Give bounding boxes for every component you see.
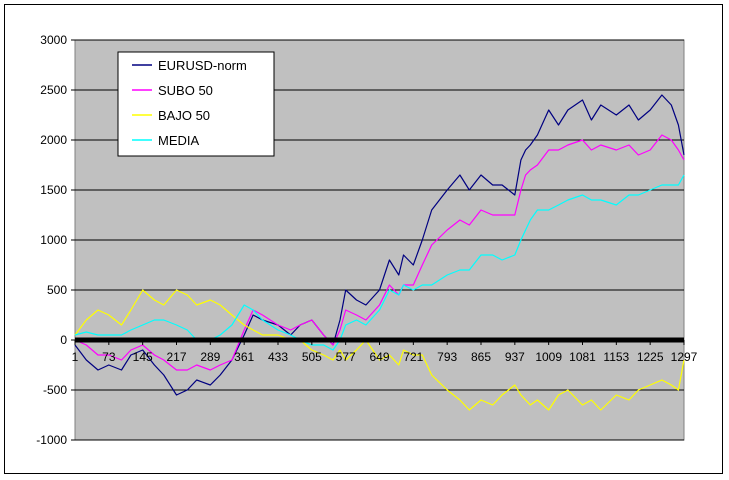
y-tick-label: 2000 xyxy=(40,133,67,147)
x-tick-label: 937 xyxy=(505,350,525,364)
series-line-bajo-50 xyxy=(74,289,685,411)
x-tick-label: 361 xyxy=(234,350,254,364)
legend-label: EURUSD-norm xyxy=(158,58,247,73)
y-tick-label: 2500 xyxy=(40,83,67,97)
x-tick-label: 505 xyxy=(302,350,322,364)
y-axis-tick-labels: 3000 2500 2000 1500 1000 500 0 -500 -1000 xyxy=(36,33,67,447)
y-tick-label: 0 xyxy=(60,333,67,347)
y-tick-label: -500 xyxy=(43,383,67,397)
x-axis-tick-labels: 1 73 145 217 289 361 433 505 577 649 721 793 865 937 1… xyxy=(72,340,698,364)
x-tick-label: 145 xyxy=(133,350,153,364)
legend-label: MEDIA xyxy=(158,133,200,148)
y-tick-label: 500 xyxy=(47,283,67,297)
legend: EURUSD-norm SUBO 50 BAJO 50 MEDIA xyxy=(117,51,275,157)
series-line-eurusd-norm xyxy=(74,94,685,396)
series-lines xyxy=(74,94,685,411)
x-tick-label: 793 xyxy=(437,350,457,364)
x-tick-label: 1153 xyxy=(603,350,629,364)
x-tick-label: 649 xyxy=(369,350,389,364)
y-tick-label: 1500 xyxy=(40,183,67,197)
y-tick-label: -1000 xyxy=(36,433,67,447)
x-tick-label: 1081 xyxy=(569,350,596,364)
legend-label: SUBO 50 xyxy=(158,83,213,98)
x-tick-label: 865 xyxy=(471,350,491,364)
x-tick-label: 1 xyxy=(72,350,79,364)
x-tick-label: 73 xyxy=(102,350,116,364)
y-tick-label: 1000 xyxy=(40,233,67,247)
legend-box xyxy=(117,51,275,157)
x-tick-label: 289 xyxy=(200,350,220,364)
x-tick-label: 433 xyxy=(268,350,288,364)
x-tick-label: 1009 xyxy=(535,350,562,364)
x-tick-label: 1225 xyxy=(637,350,664,364)
x-tick-label: 721 xyxy=(403,350,423,364)
series-line-subo-50 xyxy=(74,134,685,371)
legend-label: BAJO 50 xyxy=(158,108,210,123)
x-tick-label: 577 xyxy=(336,350,356,364)
x-tick-label: 1297 xyxy=(671,350,698,364)
series-line-media xyxy=(74,174,685,351)
y-tick-label: 3000 xyxy=(40,33,67,47)
x-tick-label: 217 xyxy=(166,350,186,364)
